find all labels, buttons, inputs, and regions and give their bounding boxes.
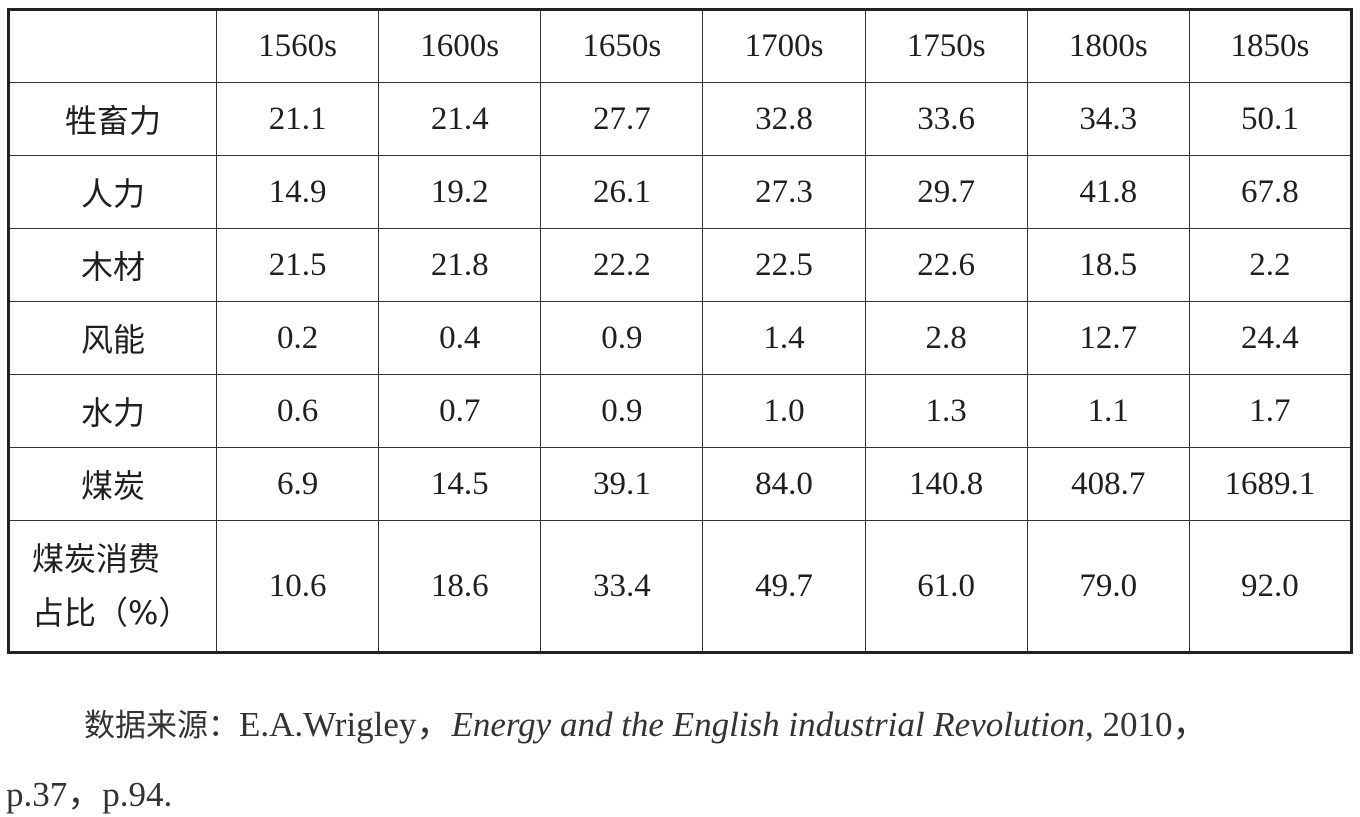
- table-cell: 0.6: [215, 374, 380, 448]
- table-cell: 14.9: [215, 155, 380, 229]
- table-cell: 21.8: [378, 228, 542, 302]
- table-cell: 0.9: [540, 374, 704, 448]
- table-cell: 1.4: [702, 301, 866, 375]
- table-cell: 32.8: [702, 82, 866, 156]
- table-row: 煤炭 6.9 14.5 39.1 84.0 140.8 408.7 1689.1: [8, 447, 1353, 521]
- source-pages: p.37，p.94.: [6, 775, 173, 814]
- row-label: 煤炭: [8, 447, 217, 521]
- source-note-pages: p.37，p.94.: [0, 766, 1360, 817]
- row-label: 风能: [8, 301, 217, 375]
- table-cell: 26.1: [540, 155, 704, 229]
- table-cell: 0.4: [378, 301, 542, 375]
- source-note: 数据来源：E.A.Wrigley，Energy and the English …: [0, 696, 1360, 747]
- header-cell-1750s: 1750s: [864, 9, 1028, 83]
- table-cell: 0.9: [540, 301, 704, 375]
- table-cell: 41.8: [1026, 155, 1190, 229]
- share-row-label: 煤炭消费 占比（%）: [8, 520, 217, 653]
- header-cell-1600s: 1600s: [378, 9, 542, 83]
- table-row: 人力 14.9 19.2 26.1 27.3 29.7 41.8 67.8: [8, 155, 1353, 229]
- header-row: 1560s 1600s 1650s 1700s 1750s 1800s 1850…: [8, 9, 1353, 83]
- table-cell: 10.6: [215, 520, 380, 653]
- table-cell: 33.6: [864, 82, 1028, 156]
- table-cell: 1689.1: [1188, 447, 1353, 521]
- table-cell: 39.1: [540, 447, 704, 521]
- table-cell: 2.8: [864, 301, 1028, 375]
- table-cell: 408.7: [1026, 447, 1190, 521]
- row-label: 牲畜力: [8, 82, 217, 156]
- table-cell: 92.0: [1188, 520, 1353, 653]
- table-cell: 29.7: [864, 155, 1028, 229]
- table-cell: 27.3: [702, 155, 866, 229]
- table-cell: 18.5: [1026, 228, 1190, 302]
- table-cell: 6.9: [215, 447, 380, 521]
- table-cell: 79.0: [1026, 520, 1190, 653]
- table-cell: 24.4: [1188, 301, 1353, 375]
- table-cell: 1.7: [1188, 374, 1353, 448]
- header-cell-1560s: 1560s: [215, 9, 380, 83]
- table-cell: 61.0: [864, 520, 1028, 653]
- header-cell-1650s: 1650s: [540, 9, 704, 83]
- header-cell-1700s: 1700s: [702, 9, 866, 83]
- table-cell: 22.5: [702, 228, 866, 302]
- table-cell: 19.2: [378, 155, 542, 229]
- table-cell: 18.6: [378, 520, 542, 653]
- source-year: , 2010，: [1084, 705, 1208, 744]
- table-cell: 12.7: [1026, 301, 1190, 375]
- table-cell: 21.5: [215, 228, 380, 302]
- table-cell: 27.7: [540, 82, 704, 156]
- table-cell: 22.2: [540, 228, 704, 302]
- share-row-label-line2: 占比（%）: [32, 594, 191, 632]
- table-cell: 34.3: [1026, 82, 1190, 156]
- source-book-title: Energy and the English industrial Revolu…: [451, 705, 1085, 744]
- table-cell: 14.5: [378, 447, 542, 521]
- header-cell-1800s: 1800s: [1026, 9, 1190, 83]
- table-cell: 0.7: [378, 374, 542, 448]
- table-row: 风能 0.2 0.4 0.9 1.4 2.8 12.7 24.4: [8, 301, 1353, 375]
- table-row: 木材 21.5 21.8 22.2 22.5 22.6 18.5 2.2: [8, 228, 1353, 302]
- header-cell-empty: [8, 9, 217, 83]
- row-label: 人力: [8, 155, 217, 229]
- share-row: 煤炭消费 占比（%） 10.6 18.6 33.4 49.7 61.0 79.0…: [8, 520, 1353, 653]
- table-row: 牲畜力 21.1 21.4 27.7 32.8 33.6 34.3 50.1: [8, 82, 1353, 156]
- energy-table: 1560s 1600s 1650s 1700s 1750s 1800s 1850…: [7, 8, 1353, 654]
- share-row-label-line1: 煤炭消费: [32, 540, 161, 578]
- table-cell: 1.1: [1026, 374, 1190, 448]
- table-row: 水力 0.6 0.7 0.9 1.0 1.3 1.1 1.7: [8, 374, 1353, 448]
- table-cell: 1.3: [864, 374, 1028, 448]
- source-prefix: 数据来源：: [84, 708, 239, 744]
- table-cell: 140.8: [864, 447, 1028, 521]
- table-cell: 22.6: [864, 228, 1028, 302]
- table-cell: 33.4: [540, 520, 704, 653]
- table-cell: 2.2: [1188, 228, 1353, 302]
- table-cell: 84.0: [702, 447, 866, 521]
- table-cell: 0.2: [215, 301, 380, 375]
- row-label: 水力: [8, 374, 217, 448]
- source-author: E.A.Wrigley，: [239, 705, 452, 744]
- row-label: 木材: [8, 228, 217, 302]
- table-cell: 21.4: [378, 82, 542, 156]
- table-cell: 21.1: [215, 82, 380, 156]
- header-cell-1850s: 1850s: [1188, 9, 1353, 83]
- table-cell: 49.7: [702, 520, 866, 653]
- table-cell: 1.0: [702, 374, 866, 448]
- table-cell: 50.1: [1188, 82, 1353, 156]
- table-cell: 67.8: [1188, 155, 1353, 229]
